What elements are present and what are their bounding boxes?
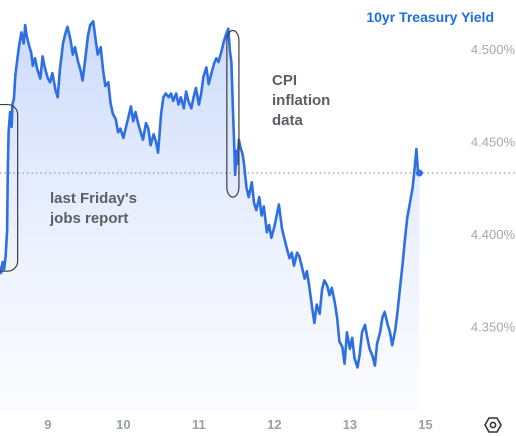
x-tick-label: 11 <box>192 417 206 432</box>
annotation-layer: last Friday's jobs report CPI inflation data <box>0 29 330 272</box>
y-tick-label: 4.350% <box>471 320 516 335</box>
series-line <box>0 20 421 369</box>
annotation-text: CPI <box>272 72 297 89</box>
y-tick-label: 4.450% <box>471 135 516 150</box>
x-axis-ticks: 9 10 11 12 13 15 <box>44 417 432 432</box>
series-area <box>0 21 420 410</box>
annotation-bracket <box>226 29 240 198</box>
y-tick-label: 4.500% <box>471 42 516 57</box>
current-value-dot <box>415 169 423 177</box>
x-tick-label: 9 <box>44 417 51 432</box>
area-fill-layer <box>0 21 420 410</box>
settings-icon[interactable] <box>484 417 502 433</box>
annotation-text: jobs report <box>49 210 128 227</box>
x-tick-label: 15 <box>418 417 432 432</box>
annotation-text: inflation <box>272 92 330 109</box>
series-line-layer <box>0 20 423 369</box>
annotation-bracket <box>0 103 19 272</box>
chart-title: 10yr Treasury Yield <box>366 9 494 25</box>
x-tick-label: 13 <box>343 417 357 432</box>
y-tick-label: 4.400% <box>471 227 516 242</box>
y-axis-ticks: 4.500% 4.450% 4.400% 4.350% <box>471 42 516 335</box>
annotation-text: last Friday's <box>50 190 137 207</box>
x-tick-label: 10 <box>116 417 130 432</box>
annotation-text: data <box>272 112 304 129</box>
x-tick-label: 12 <box>267 417 281 432</box>
